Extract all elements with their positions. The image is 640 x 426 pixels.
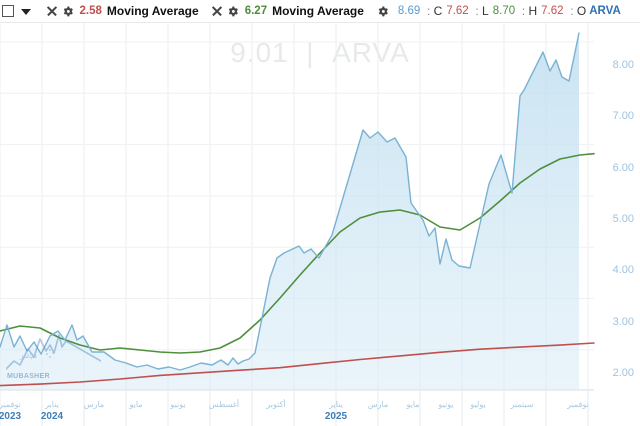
svg-text:مباشر: مباشر bbox=[19, 350, 37, 364]
svg-text:MUBASHER: MUBASHER bbox=[7, 373, 50, 380]
